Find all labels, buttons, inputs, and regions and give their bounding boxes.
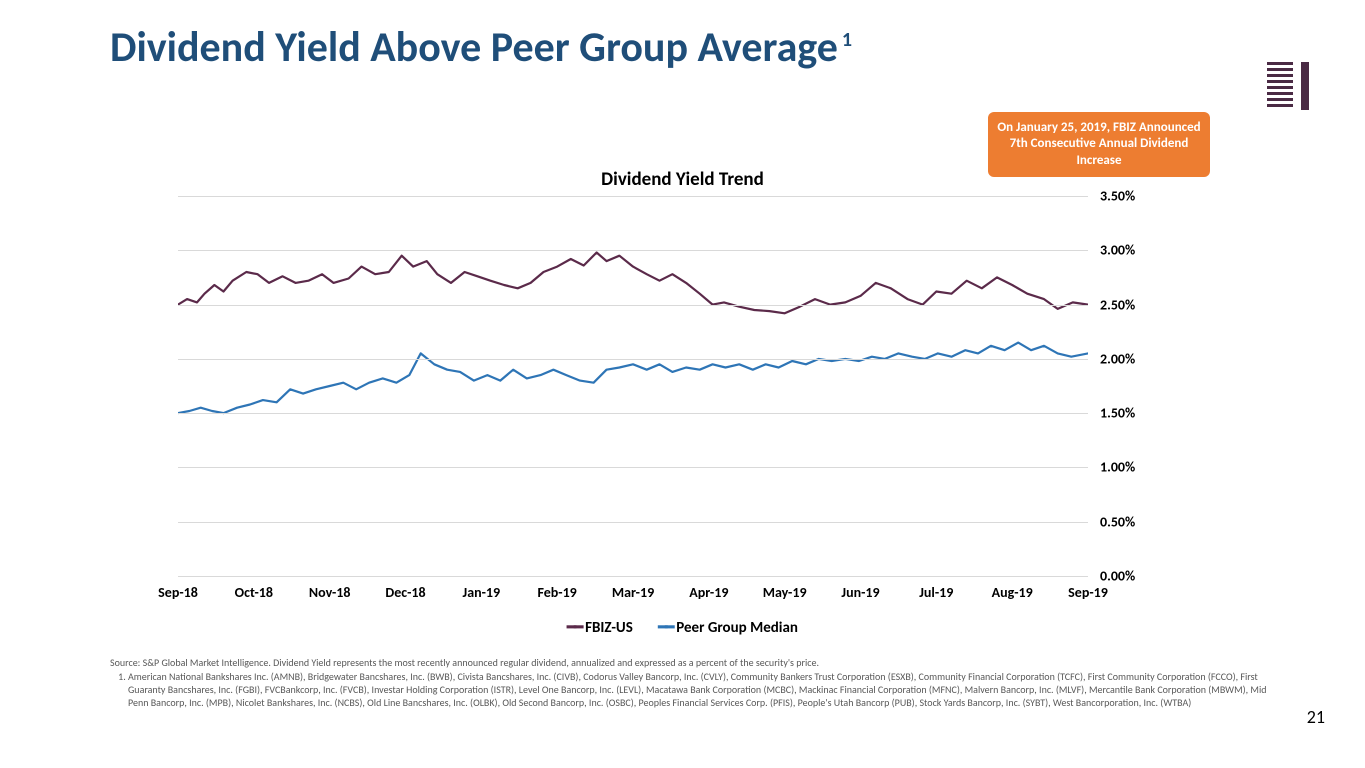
gridline xyxy=(178,359,1088,360)
x-axis-tick-label: May-19 xyxy=(763,584,807,601)
x-axis-tick-label: Oct-18 xyxy=(235,584,273,601)
series-line xyxy=(178,343,1088,414)
y-axis-tick-label: 3.50% xyxy=(1100,188,1135,205)
footnote-source: Source: S&P Global Market Intelligence. … xyxy=(110,656,1275,669)
x-axis-tick-label: Mar-19 xyxy=(612,584,654,601)
x-axis-tick-label: Jan-19 xyxy=(463,584,501,601)
title-text: Dividend Yield Above Peer Group Average xyxy=(110,22,838,73)
x-axis-tick-label: Apr-19 xyxy=(689,584,728,601)
footnote-item-1: American National Bankshares Inc. (AMNB)… xyxy=(128,670,1275,709)
chart-lines xyxy=(178,196,1088,576)
y-axis-tick-label: 1.50% xyxy=(1100,405,1135,422)
page-number: 21 xyxy=(1307,706,1325,728)
legend-swatch-peer: ━━ xyxy=(658,619,672,637)
y-axis-tick-label: 1.00% xyxy=(1100,459,1135,476)
callout-text: On January 25, 2019, FBIZ Announced 7th … xyxy=(996,120,1202,169)
gridline xyxy=(178,196,1088,197)
legend-swatch-fbiz: ━━ xyxy=(567,619,581,637)
chart-title: Dividend Yield Trend xyxy=(0,168,1365,191)
x-axis-tick-label: Nov-18 xyxy=(309,584,351,601)
gridline xyxy=(178,413,1088,414)
company-logo-icon xyxy=(1265,56,1311,116)
y-axis-tick-label: 2.00% xyxy=(1100,350,1135,367)
x-axis-tick-label: Feb-19 xyxy=(538,584,577,601)
y-axis-tick-label: 0.00% xyxy=(1100,568,1135,585)
x-axis-tick-label: Dec-18 xyxy=(385,584,425,601)
gridline xyxy=(178,576,1088,577)
x-axis-tick-label: Sep-19 xyxy=(1068,584,1108,601)
gridline xyxy=(178,522,1088,523)
gridline xyxy=(178,467,1088,468)
x-axis-tick-label: Aug-19 xyxy=(992,584,1033,601)
y-axis-tick-label: 3.00% xyxy=(1100,242,1135,259)
gridline xyxy=(178,305,1088,306)
slide-title: Dividend Yield Above Peer Group Average1 xyxy=(110,22,852,73)
title-superscript: 1 xyxy=(842,28,852,52)
gridline xyxy=(178,250,1088,251)
x-axis-tick-label: Jun-19 xyxy=(841,584,879,601)
x-axis-tick-label: Sep-18 xyxy=(158,584,198,601)
footnote-block: Source: S&P Global Market Intelligence. … xyxy=(110,656,1275,709)
chart-area: 0.00%0.50%1.00%1.50%2.00%2.50%3.00%3.50%… xyxy=(178,196,1088,576)
chart-legend: ━━FBIZ-US ━━Peer Group Median xyxy=(0,618,1365,637)
y-axis-tick-label: 0.50% xyxy=(1100,513,1135,530)
y-axis-tick-label: 2.50% xyxy=(1100,296,1135,313)
x-axis-tick-label: Jul-19 xyxy=(919,584,953,601)
legend-label-fbiz: FBIZ-US xyxy=(585,619,633,637)
legend-label-peer: Peer Group Median xyxy=(676,619,798,637)
